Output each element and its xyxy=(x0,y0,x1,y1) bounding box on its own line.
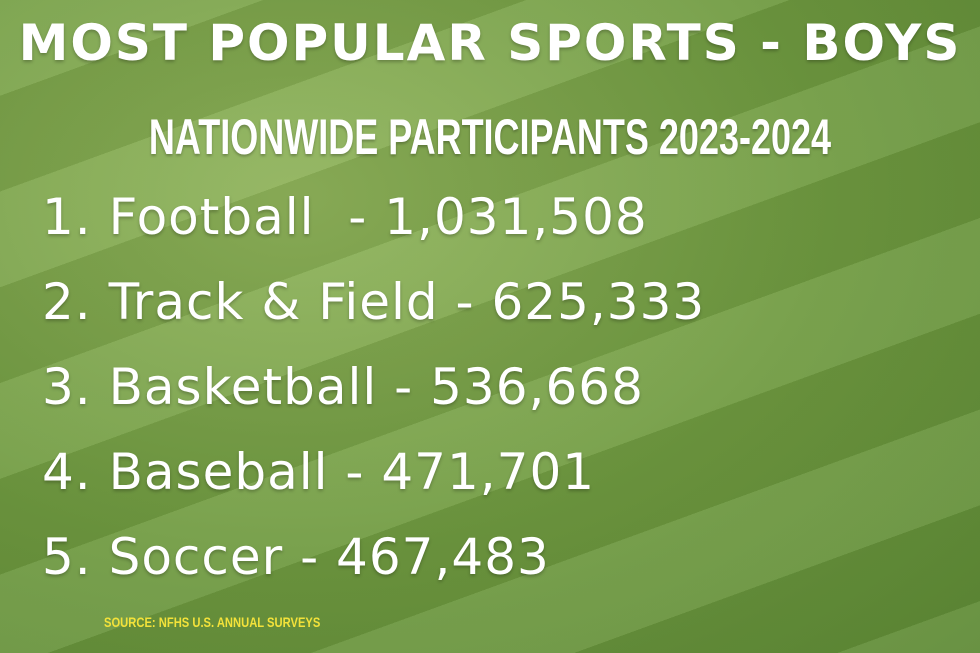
list-item: 5. Soccer - 467,483 xyxy=(42,528,550,586)
subtitle: NATIONWIDE PARTICIPANTS 2023-2024 xyxy=(148,109,832,165)
list-item: 3. Basketball - 536,668 xyxy=(42,358,644,416)
list-item: 2. Track & Field - 625,333 xyxy=(42,273,706,331)
list-item: 1. Football - 1,031,508 xyxy=(42,188,648,246)
title: MOST POPULAR SPORTS - BOYS xyxy=(18,14,962,72)
source-note: SOURCE: NFHS U.S. ANNUAL SURVEYS xyxy=(104,614,321,630)
list-item: 4. Baseball - 471,701 xyxy=(42,443,596,501)
